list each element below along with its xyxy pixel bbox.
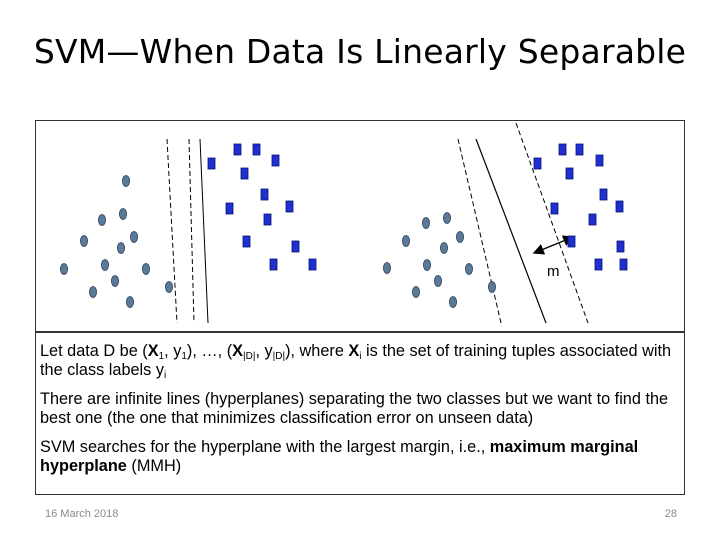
max-margin-hyperplane [475, 138, 547, 324]
text-run: , y [255, 342, 273, 360]
square-point [533, 157, 542, 170]
circle-point [487, 281, 496, 293]
circle-point [98, 214, 107, 226]
circle-point [164, 281, 173, 293]
subscript: i [359, 351, 362, 362]
text-run: Let data D be ( [40, 342, 148, 360]
text-run: is the set of training tuples associated… [40, 342, 672, 379]
circle-point [59, 263, 68, 275]
explanation-text: Let data D be (X1, y1), …, (X|D|, y|D|),… [35, 332, 685, 495]
square-point [594, 258, 603, 271]
square-point [550, 202, 559, 215]
square-point [207, 157, 216, 170]
square-point [558, 143, 567, 156]
square-point [615, 200, 624, 213]
subscript: i [163, 370, 167, 381]
subscript: |D| [243, 351, 256, 362]
circle-point [142, 263, 151, 275]
circle-point [89, 286, 98, 298]
square-point [260, 188, 269, 201]
square-point [263, 213, 272, 226]
candidate-hyperplane-2 [188, 138, 195, 324]
slide-title: SVM—When Data Is Linearly Separable [33, 32, 687, 71]
circle-point [433, 275, 442, 287]
margin-label: m [547, 263, 560, 280]
text-run: X [147, 342, 159, 360]
circle-point [421, 217, 430, 229]
circle-point [80, 235, 89, 247]
square-point [240, 167, 249, 180]
candidate-hyperplane-1 [166, 138, 178, 324]
square-point [225, 202, 234, 215]
circle-point [411, 286, 420, 298]
footer-date: 16 March 2018 [45, 508, 119, 520]
text-run: X [348, 342, 360, 360]
bullet-1: Let data D be (X1, y1), …, (X|D|, y|D|),… [40, 342, 680, 381]
bullet-3: SVM searches for the hyperplane with the… [40, 438, 680, 476]
text-run: ), where [285, 342, 349, 360]
circle-point [119, 208, 128, 220]
circle-point [401, 235, 410, 247]
right-class-squares [533, 143, 628, 271]
margin-boundary-left [457, 138, 502, 324]
candidate-hyperplane-3 [199, 138, 209, 324]
bullet-2: There are infinite lines (hyperplanes) s… [40, 390, 669, 427]
square-point [565, 167, 574, 180]
circle-point [122, 175, 131, 187]
square-point [271, 154, 280, 167]
circle-point [422, 259, 431, 271]
square-point [595, 154, 604, 167]
subscript: 1 [181, 351, 187, 362]
square-point [619, 258, 628, 271]
square-point [252, 143, 261, 156]
square-point [616, 240, 625, 253]
text-run: ), …, ( [186, 342, 233, 360]
circle-point [464, 263, 473, 275]
right-class-circles [382, 212, 496, 308]
circle-point [439, 242, 448, 254]
square-point [575, 143, 584, 156]
subscript: |D| [272, 351, 286, 362]
circle-point [382, 262, 391, 274]
circle-point [117, 242, 126, 254]
circle-point [130, 231, 139, 243]
circle-point [455, 231, 464, 243]
text-run: SVM searches for the hyperplane with the… [40, 438, 490, 456]
square-point [308, 258, 317, 271]
square-point [269, 258, 278, 271]
margin-arrow [532, 235, 575, 255]
circle-point [442, 212, 451, 224]
footer-page-number: 28 [664, 508, 677, 520]
circle-point [111, 275, 120, 287]
margin-boundary-right [515, 122, 589, 324]
square-point [242, 235, 251, 248]
svm-diagram-svg: m [59, 122, 628, 324]
subscript: 1 [158, 351, 165, 362]
text-run: maximum marginal hyperplane [40, 438, 639, 475]
square-point [599, 188, 608, 201]
square-point [291, 240, 300, 253]
left-class-squares [207, 143, 317, 271]
svm-diagram: m [35, 120, 685, 332]
text-run: X [232, 342, 244, 360]
text-run: (MMH) [126, 457, 182, 475]
circle-point [126, 296, 135, 308]
square-point [233, 143, 242, 156]
square-point [567, 235, 576, 248]
circle-point [448, 296, 457, 308]
square-point [285, 200, 294, 213]
circle-point [101, 259, 110, 271]
square-point [588, 213, 597, 226]
text-run: , y [164, 342, 182, 360]
left-class-circles [59, 175, 173, 308]
